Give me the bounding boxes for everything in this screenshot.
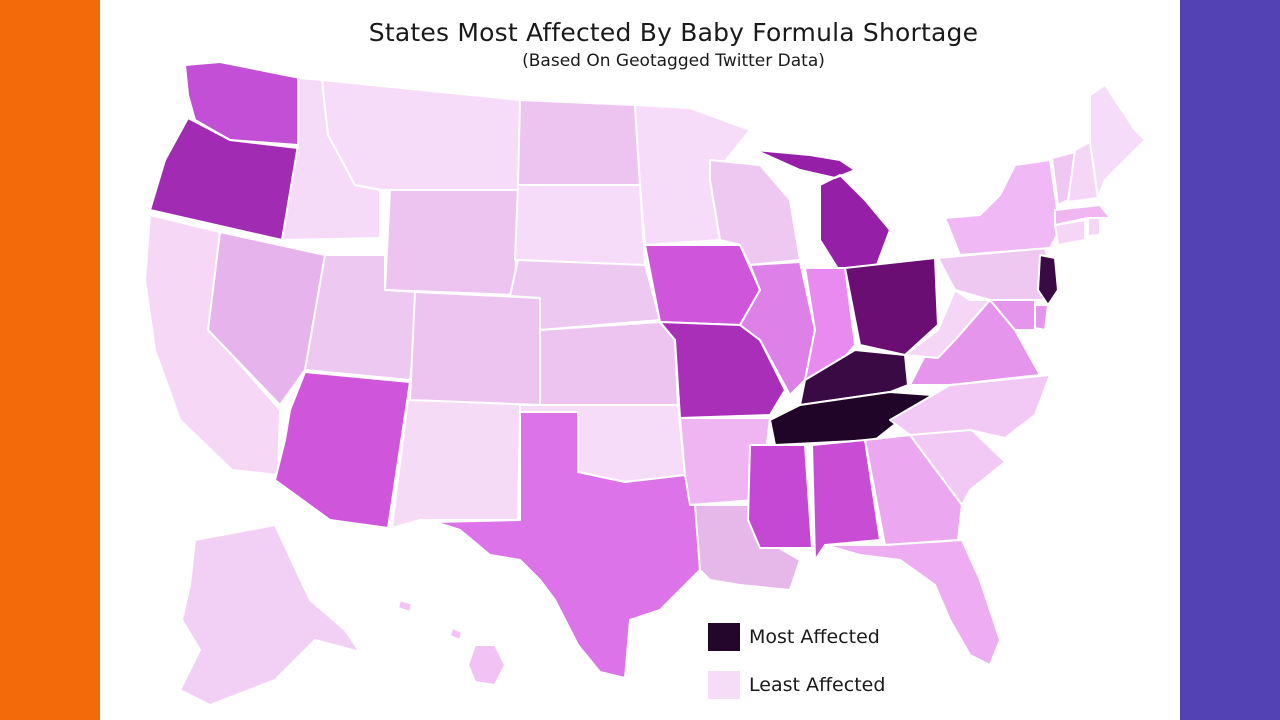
legend-label-most: Most Affected [749,626,880,648]
legend-swatch-least [708,671,740,699]
state-ia [644,244,761,326]
state-nd [517,99,641,186]
state-mt [321,79,521,191]
left-color-bar [0,0,100,720]
state-il [739,261,816,396]
state-az [274,371,411,529]
state-al [811,439,881,561]
state-mi [754,149,891,273]
state-me [1089,84,1146,199]
state-ga [864,434,963,546]
map-subtitle: (Based On Geotagged Twitter Data) [522,51,825,71]
state-wa [184,61,301,146]
map-canvas: States Most Affected By Baby Formula Sho… [100,0,1180,720]
states-group [144,61,1146,706]
state-tx [434,411,701,679]
state-nv [207,231,326,406]
state-sd [514,184,646,266]
state-nj [1037,254,1059,306]
state-co [409,291,541,406]
state-ks [539,321,679,406]
state-wy [384,189,519,296]
state-md [989,299,1036,331]
state-de [1034,304,1049,331]
state-hi [397,599,506,686]
state-ms [747,444,813,549]
state-ny [944,159,1061,256]
legend-swatch-most [708,623,740,651]
state-ak [179,524,361,706]
legend-label-least: Least Affected [749,674,886,696]
state-oh [844,257,939,356]
legend-least-affected: Least Affected [708,670,885,700]
state-ri [1087,217,1101,237]
map-title: States Most Affected By Baby Formula Sho… [368,18,979,47]
legend-most-affected: Most Affected [708,622,880,652]
right-color-bar [1180,0,1280,720]
state-ma [1054,204,1111,226]
state-fl [824,539,1001,666]
state-wv [904,289,991,359]
us-states-map [144,61,1146,706]
